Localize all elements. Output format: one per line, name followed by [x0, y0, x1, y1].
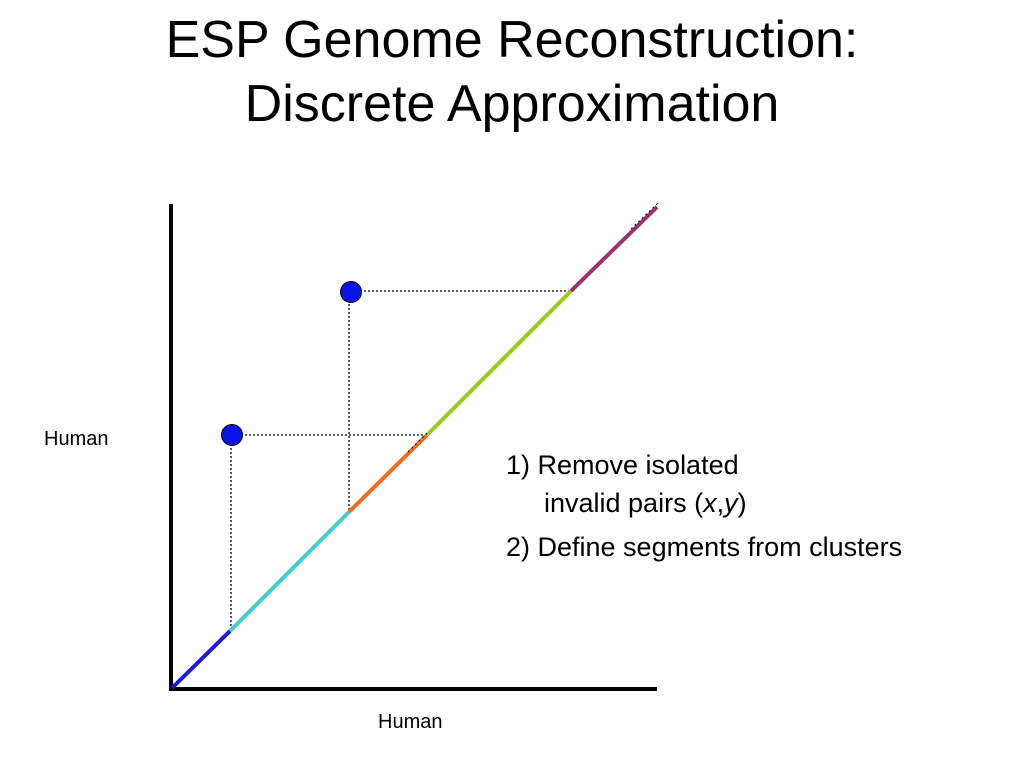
segment-tick-purple [630, 202, 659, 230]
isolated-point-upper [340, 281, 362, 303]
title-line-1: ESP Genome Reconstruction: [165, 11, 859, 69]
step-1-line-2: invalid pairs (x,y) [506, 484, 902, 522]
title-line-2: Discrete Approximation [244, 75, 780, 133]
step-1-y: y [724, 488, 738, 518]
y-axis-label: Human [44, 428, 109, 450]
step-1-suffix: ) [737, 488, 747, 518]
step-2: 2) Define segments from clusters [506, 532, 903, 562]
step-1-x: x [703, 488, 717, 518]
step-1-prefix: invalid pairs ( [544, 488, 704, 518]
isolated-point-lower [221, 424, 243, 446]
segment-purple [569, 205, 659, 293]
segment-blue [170, 629, 232, 690]
steps-text: 1) Remove isolated invalid pairs (x,y) 2… [506, 446, 902, 566]
segment-orange [347, 433, 429, 514]
step-1-comma: , [716, 488, 725, 518]
slide-title: ESP Genome Reconstruction: Discrete Appr… [0, 8, 1024, 136]
step-1-line-1: 1) Remove isolated [506, 450, 739, 480]
segment-green [425, 289, 573, 437]
segment-cyan [228, 510, 351, 633]
x-axis-label: Human [378, 711, 443, 733]
